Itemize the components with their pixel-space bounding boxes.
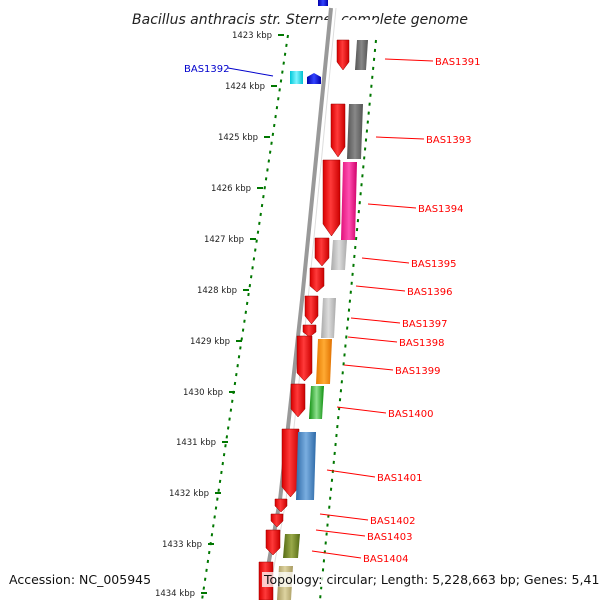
- tick-label: 1424 kbp: [225, 82, 265, 92]
- outer-tick-line: [319, 39, 377, 600]
- gene-label-BAS1397: BAS1397: [402, 319, 448, 330]
- tick-label: 1423 kbp: [232, 31, 272, 41]
- gene-arrow-BAS1392: [307, 73, 321, 84]
- gene-arrow-BAS1401: [281, 428, 300, 498]
- tick-label: 1432 kbp: [169, 489, 209, 499]
- tick-scale: 1423 kbp 1424 kbp 1425 kbp 1426 kbp 1427 kbp…: [155, 31, 289, 600]
- gene-block-BAS1394: [341, 162, 357, 240]
- gene-label-BAS1402: BAS1402: [370, 516, 416, 527]
- gene-labels: BAS1391 BAS1392 BAS1393 BAS1394 BAS1395 BAS13…: [184, 57, 481, 565]
- label-leader: [384, 58, 434, 62]
- label-leader: [227, 67, 274, 77]
- label-leader: [336, 406, 387, 414]
- gene-block-BAS1392: [290, 71, 303, 84]
- gene-arrow-BAS1397: [304, 295, 319, 325]
- label-leader: [319, 513, 369, 521]
- label-leader: [347, 336, 398, 343]
- tick-label: 1428 kbp: [197, 286, 237, 296]
- topology-text: Topology: circular; Length: 5,228,663 bp…: [262, 572, 600, 587]
- tick-label: 1434 kbp: [155, 589, 195, 599]
- gene-arrow-BAS1398: [302, 324, 317, 338]
- gene-block-BAS1401: [296, 432, 316, 500]
- tick-label: 1426 kbp: [211, 184, 251, 194]
- label-leader: [367, 203, 417, 209]
- gene-label-BAS1396: BAS1396: [407, 287, 453, 298]
- gene-arrow-BAS1404: [265, 529, 281, 556]
- gene-arrow-BAS1394: [322, 159, 341, 237]
- label-leader: [355, 285, 406, 292]
- gene-arrow-BAS1396: [309, 267, 325, 293]
- gene-block-BAS1397: [321, 298, 336, 338]
- accession-text: Accession: NC_005945: [9, 572, 152, 587]
- label-leader: [311, 550, 362, 559]
- gene-block-BAS1399: [316, 339, 332, 384]
- gene-block-BAS1404: [283, 534, 300, 558]
- gene-arrow-BAS1395: [314, 237, 330, 267]
- gene-block-BAS1400: [309, 386, 324, 419]
- gene-label-BAS1395: BAS1395: [411, 259, 457, 270]
- gene-label-BAS1401: BAS1401: [377, 473, 423, 484]
- gene-label-BAS1404: BAS1404: [363, 554, 409, 565]
- gene-arrow-BAS1391: [336, 39, 350, 71]
- label-leader: [343, 364, 394, 371]
- gene-label-BAS1403: BAS1403: [367, 532, 413, 543]
- gene-arrow-BAS1399: [296, 335, 313, 382]
- label-leader: [326, 469, 376, 478]
- label-leader: [350, 317, 401, 324]
- gene-label-BAS1394: BAS1394: [418, 204, 464, 215]
- gene-arrow-BAS1400: [290, 383, 306, 418]
- label-leader: [315, 529, 366, 537]
- tick-label: 1429 kbp: [190, 337, 230, 347]
- gene-block-BAS1395: [331, 240, 347, 270]
- gene-features: [258, 39, 368, 600]
- gene-label-BAS1400: BAS1400: [388, 409, 434, 420]
- tick-label: 1425 kbp: [218, 133, 258, 143]
- gene-label-BAS1391: BAS1391: [435, 57, 481, 68]
- gene-label-BAS1393: BAS1393: [426, 135, 472, 146]
- gene-label-BAS1398: BAS1398: [399, 338, 445, 349]
- tick-label: 1433 kbp: [162, 540, 202, 550]
- gene-block-BAS1393: [347, 104, 363, 159]
- page-title: Bacillus anthracis str. Sterne, complete…: [132, 12, 468, 28]
- label-leader: [375, 136, 425, 140]
- gene-label-BAS1399: BAS1399: [395, 366, 441, 377]
- gene-block-BAS1391: [355, 40, 368, 70]
- gene-arrow-BAS1393: [330, 103, 346, 158]
- label-leader: [361, 257, 410, 264]
- partial-gene: [318, 0, 328, 6]
- gene-arrow-BAS1402: [274, 498, 288, 513]
- gene-label-BAS1392: BAS1392: [184, 64, 230, 75]
- tick-label: 1430 kbp: [183, 388, 223, 398]
- tick-label: 1431 kbp: [176, 438, 216, 448]
- gene-arrow-BAS1403: [270, 513, 284, 528]
- tick-label: 1427 kbp: [204, 235, 244, 245]
